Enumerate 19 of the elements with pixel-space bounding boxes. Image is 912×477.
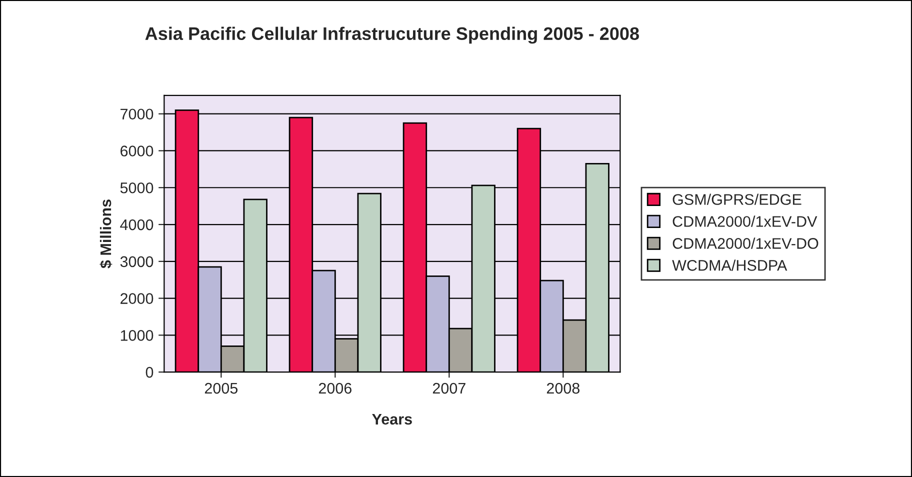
- chart-title: Asia Pacific Cellular Infrastrucuture Spending 2005 - 2008: [145, 26, 639, 44]
- legend-label: WCDMA/HSDPA: [672, 260, 788, 271]
- y-tick-label: 0: [146, 366, 154, 378]
- y-tick-label: 6000: [120, 146, 154, 156]
- y-tick-label: 5000: [120, 182, 154, 194]
- x-tick-label: 2005: [204, 382, 238, 394]
- y-tick-label: 3000: [120, 256, 154, 268]
- y-tick-label: 7000: [120, 108, 154, 120]
- legend-label: CDMA2000/1xEV-DV: [672, 216, 818, 227]
- y-tick-label: 4000: [120, 219, 154, 230]
- y-tick-label: 2000: [120, 293, 154, 304]
- y-tick-label: 1000: [120, 330, 154, 341]
- legend-label: GSM/GPRS/EDGE: [672, 194, 802, 205]
- x-tick-label: 2007: [432, 382, 466, 394]
- x-axis-title: Years: [372, 414, 412, 425]
- y-axis-title: $ Millions: [100, 200, 112, 268]
- x-tick-label: 2008: [546, 382, 580, 394]
- legend-label: CDMA2000/1xEV-DO: [672, 238, 818, 249]
- x-tick-label: 2006: [318, 382, 352, 394]
